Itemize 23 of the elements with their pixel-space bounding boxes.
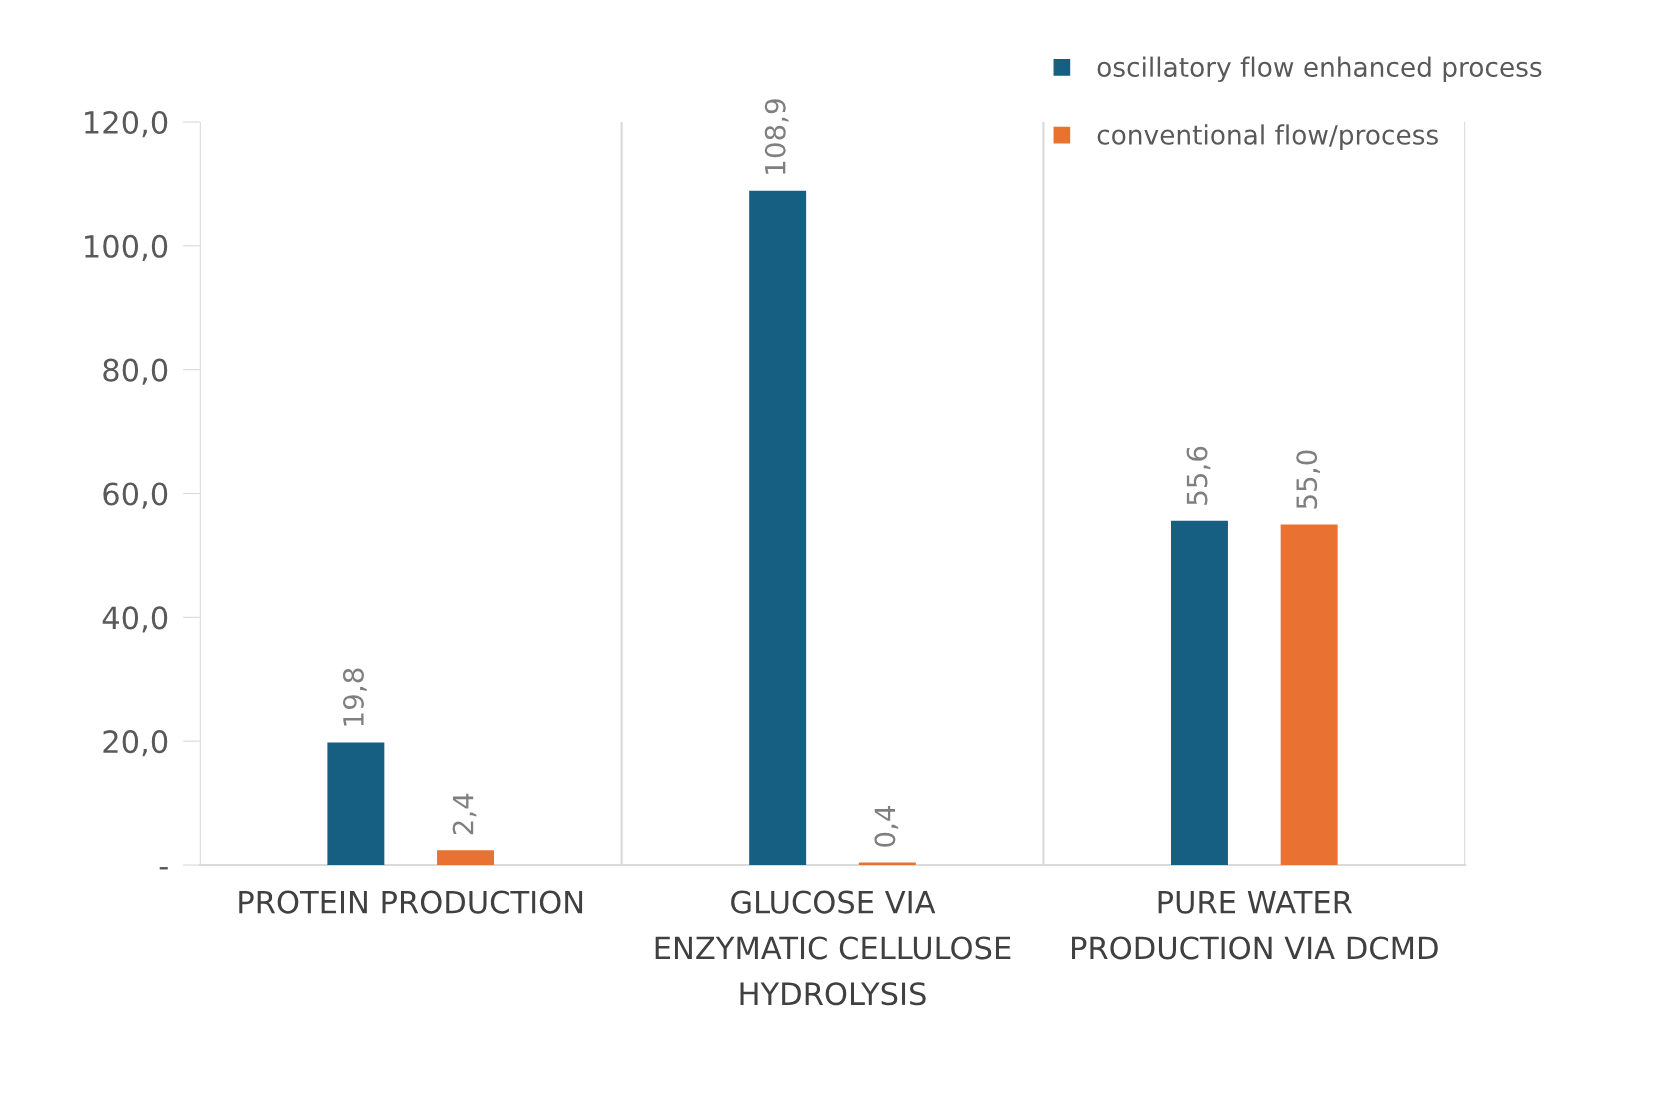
x-tick-label: PROTEIN PRODUCTION <box>239 890 583 914</box>
y-tick-label: 100,0 <box>85 234 168 261</box>
x-tick-label: PURE WATER PRODUCTION VIA DCMD <box>1072 890 1438 960</box>
x-tick-label: GLUCOSE VIA ENZYMATIC CELLULOSE HYDROLYSIS <box>655 890 1011 1006</box>
data-label: 108,9 <box>764 99 789 174</box>
data-label: 0,4 <box>874 806 899 847</box>
y-tick-label: 80,0 <box>103 358 168 385</box>
bar <box>327 742 385 866</box>
bar <box>1170 520 1228 866</box>
data-label: 19,8 <box>342 668 367 726</box>
y-tick-label: 120,0 <box>85 110 168 138</box>
y-tick-label: - <box>159 867 168 870</box>
bar <box>437 850 495 866</box>
data-label: 2,4 <box>452 793 477 835</box>
legend-label: conventional flow/process <box>1097 124 1438 150</box>
bar <box>1280 524 1338 866</box>
legend-label: oscillatory flow enhanced process <box>1097 56 1542 83</box>
y-tick-label: 20,0 <box>103 730 168 757</box>
y-tick-label: 60,0 <box>103 482 168 509</box>
data-label: 55,0 <box>1296 450 1321 509</box>
y-tick-label: 40,0 <box>102 606 168 633</box>
data-label: 55,6 <box>1186 446 1211 505</box>
bar <box>749 190 807 866</box>
